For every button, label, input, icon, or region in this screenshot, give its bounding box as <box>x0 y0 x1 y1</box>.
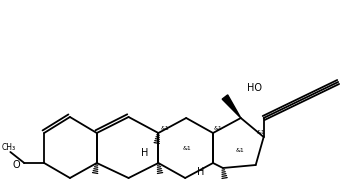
Text: &1: &1 <box>257 130 265 135</box>
Text: H: H <box>141 148 148 158</box>
Text: O: O <box>13 160 20 170</box>
Text: H: H <box>197 167 205 177</box>
Text: &1: &1 <box>236 147 245 152</box>
Text: CH₃: CH₃ <box>1 144 16 152</box>
Text: HO: HO <box>247 83 262 93</box>
Text: &1: &1 <box>160 125 169 130</box>
Text: &1: &1 <box>182 146 191 151</box>
Text: &1: &1 <box>214 125 223 130</box>
Polygon shape <box>222 95 241 118</box>
